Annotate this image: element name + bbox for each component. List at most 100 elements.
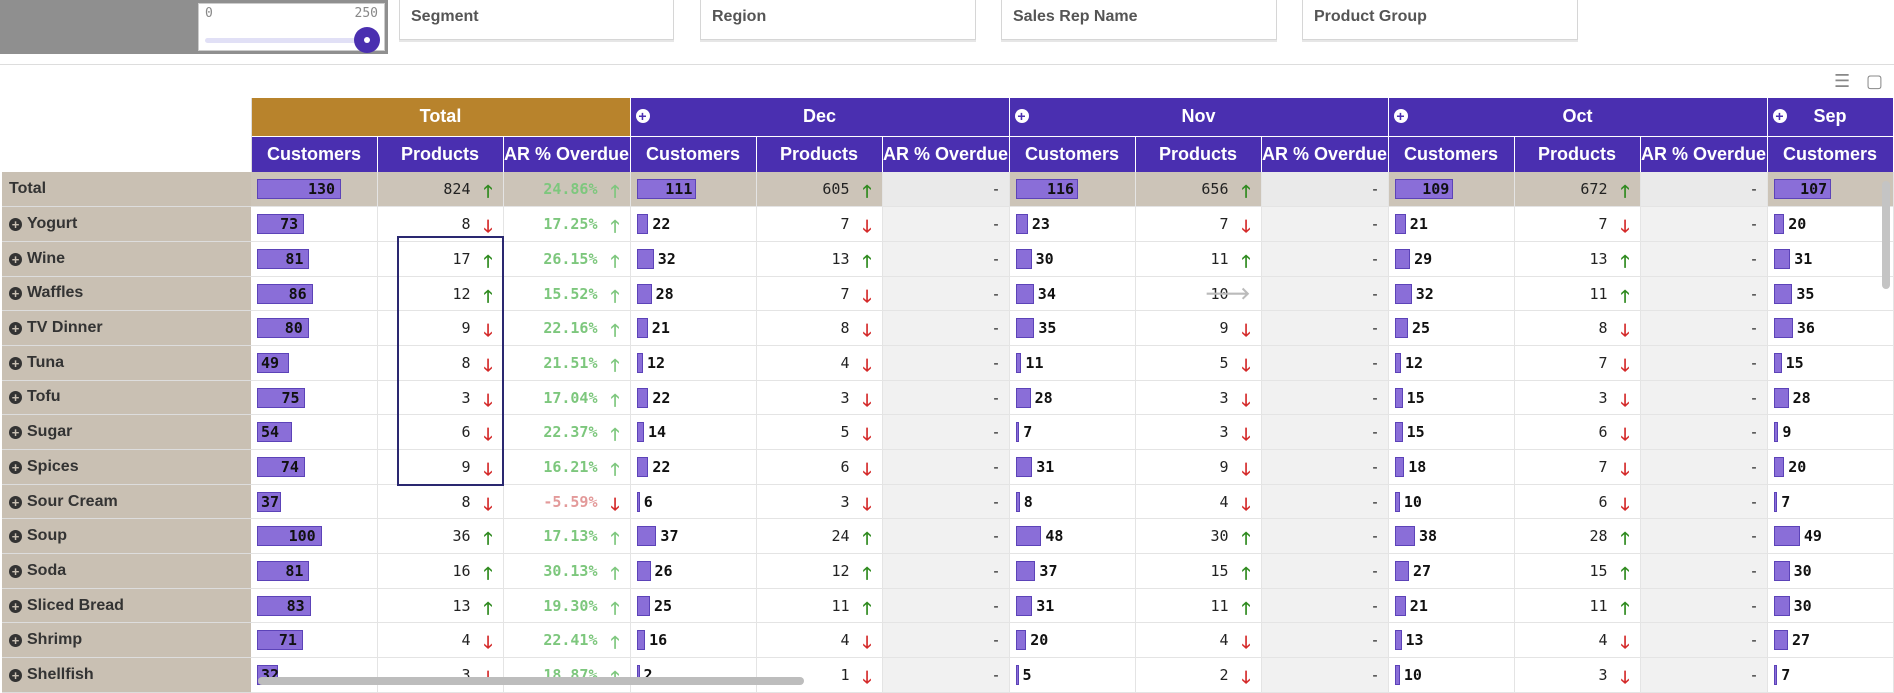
customers-cell[interactable]: 23	[1009, 206, 1136, 242]
customers-cell[interactable]: 35	[1009, 310, 1136, 346]
ar-overdue-cell[interactable]: 22.37% 🡑	[503, 414, 631, 450]
products-cell[interactable]: 11 🡑	[1514, 588, 1641, 624]
expand-plus-icon[interactable]: +	[9, 426, 22, 440]
ar-overdue-cell[interactable]: 17.13% 🡑	[503, 518, 631, 555]
expand-plus-icon[interactable]: +	[1393, 109, 1408, 123]
measure-header[interactable]: Customers	[251, 135, 378, 172]
ar-overdue-cell[interactable]: -	[1640, 553, 1768, 589]
products-cell[interactable]: 16 🡑	[377, 553, 504, 589]
ar-overdue-cell[interactable]: -	[1261, 310, 1389, 346]
customers-cell[interactable]: 12	[1388, 345, 1515, 381]
customers-cell[interactable]: 26	[630, 553, 757, 589]
ar-overdue-cell[interactable]: -	[882, 172, 1010, 208]
expand-plus-icon[interactable]: +	[9, 460, 22, 474]
products-cell[interactable]: 3🡓	[756, 484, 883, 520]
ar-overdue-cell[interactable]: 24.86% 🡑	[503, 172, 631, 208]
customers-cell[interactable]: 71	[251, 622, 378, 659]
products-cell[interactable]: 6 🡓	[756, 449, 883, 485]
products-cell[interactable]: 30 🡑	[1135, 518, 1262, 555]
customers-cell[interactable]: 130	[251, 172, 378, 208]
products-cell[interactable]: 15 🡑	[1514, 553, 1641, 589]
products-cell[interactable]: 13 🡑	[756, 241, 883, 277]
ar-overdue-cell[interactable]: -	[882, 310, 1010, 346]
ar-overdue-cell[interactable]: -	[1261, 484, 1389, 520]
products-cell[interactable]: 7 🡓	[756, 206, 883, 242]
ar-overdue-cell[interactable]: 18.87%🡑	[503, 657, 631, 693]
customers-cell[interactable]: 13	[1388, 622, 1515, 659]
ar-overdue-cell[interactable]: -	[882, 345, 1010, 381]
customers-cell[interactable]: 20	[1767, 449, 1894, 485]
products-cell[interactable]: 4 🡓	[1135, 622, 1262, 659]
expand-plus-icon[interactable]: +	[9, 495, 22, 509]
products-cell[interactable]: 7 🡓	[1135, 206, 1262, 242]
customers-cell[interactable]: 83	[251, 588, 378, 624]
ar-overdue-cell[interactable]: -	[882, 449, 1010, 485]
customers-cell[interactable]: 14	[630, 414, 757, 450]
customers-cell[interactable]: 32	[630, 241, 757, 277]
row-label[interactable]: + Soda	[2, 553, 251, 589]
ar-overdue-cell[interactable]: -	[1640, 380, 1768, 416]
products-cell[interactable]: 28 🡑	[1514, 518, 1641, 555]
expand-plus-icon[interactable]: +	[9, 564, 22, 578]
products-cell[interactable]: 24 🡑	[756, 518, 883, 555]
row-label[interactable]: + Sliced Bread	[2, 588, 251, 624]
customers-cell[interactable]: 6	[630, 484, 757, 520]
expand-plus-icon[interactable]: +	[9, 252, 22, 266]
customers-cell[interactable]: 5	[1009, 657, 1136, 693]
ar-overdue-cell[interactable]: 21.51% 🡑	[503, 345, 631, 381]
measure-header[interactable]: Products	[1514, 135, 1641, 172]
customers-cell[interactable]: 25	[630, 588, 757, 624]
row-label[interactable]: + Shrimp	[2, 622, 251, 659]
ar-overdue-cell[interactable]: -	[1640, 345, 1768, 381]
customers-cell[interactable]: 10	[1388, 484, 1515, 520]
ar-overdue-cell[interactable]: -	[1640, 622, 1768, 659]
products-cell[interactable]: 11 🡑	[756, 588, 883, 624]
filter-sales-rep-name[interactable]: Sales Rep Name	[1001, 0, 1277, 40]
ar-overdue-cell[interactable]: -	[1640, 449, 1768, 485]
customers-cell[interactable]: 18	[1388, 449, 1515, 485]
products-cell[interactable]: 3🡓	[377, 380, 504, 416]
customers-cell[interactable]: 54	[251, 414, 378, 450]
ar-overdue-cell[interactable]: -	[882, 414, 1010, 450]
ar-overdue-cell[interactable]: -	[1261, 380, 1389, 416]
products-cell[interactable]: 8 🡓	[377, 345, 504, 381]
vertical-scrollbar[interactable]	[1882, 181, 1890, 289]
products-cell[interactable]: 8 🡓	[756, 310, 883, 346]
customers-cell[interactable]: 28	[630, 276, 757, 312]
products-cell[interactable]: 3🡓	[1135, 414, 1262, 450]
customers-cell[interactable]: 31	[1767, 241, 1894, 277]
customers-cell[interactable]: 22	[630, 380, 757, 416]
products-cell[interactable]: 672 🡑	[1514, 172, 1641, 208]
row-label[interactable]: + Sugar	[2, 414, 251, 450]
customers-cell[interactable]: 81	[251, 553, 378, 589]
products-cell[interactable]: 7 🡓	[1514, 206, 1641, 242]
products-cell[interactable]: 6 🡓	[1514, 484, 1641, 520]
slider-thumb[interactable]	[354, 27, 380, 53]
customers-cell[interactable]: 100	[251, 518, 378, 555]
customers-cell[interactable]: 37	[1009, 553, 1136, 589]
customers-cell[interactable]: 9	[1767, 414, 1894, 450]
measure-header[interactable]: Customers	[1388, 135, 1515, 172]
filter-product-group[interactable]: Product Group	[1302, 0, 1578, 40]
customers-cell[interactable]: 25	[1388, 310, 1515, 346]
customers-cell[interactable]: 34	[1009, 276, 1136, 312]
customers-cell[interactable]: 31	[1009, 449, 1136, 485]
measure-header[interactable]: Products	[1135, 135, 1262, 172]
customers-cell[interactable]: 12	[630, 345, 757, 381]
filter-region[interactable]: Region	[700, 0, 976, 40]
customers-cell[interactable]: 2	[630, 657, 757, 693]
customers-cell[interactable]: 29	[1388, 241, 1515, 277]
row-label[interactable]: + Soup	[2, 518, 251, 555]
ar-overdue-cell[interactable]: -	[1640, 241, 1768, 277]
row-label[interactable]: + Yogurt	[2, 206, 251, 242]
ar-overdue-cell[interactable]: -	[882, 518, 1010, 555]
customers-cell[interactable]: 49	[251, 345, 378, 381]
ar-overdue-cell[interactable]: 19.30% 🡑	[503, 588, 631, 624]
products-cell[interactable]: 11 🡑	[1135, 588, 1262, 624]
ar-overdue-cell[interactable]: -	[882, 622, 1010, 659]
range-slider[interactable]: 0 250	[198, 3, 385, 53]
customers-cell[interactable]: 27	[1767, 622, 1894, 659]
measure-header[interactable]: AR % Overdue	[503, 135, 631, 172]
customers-cell[interactable]: 30	[1767, 588, 1894, 624]
products-cell[interactable]: 3🡓	[1135, 380, 1262, 416]
